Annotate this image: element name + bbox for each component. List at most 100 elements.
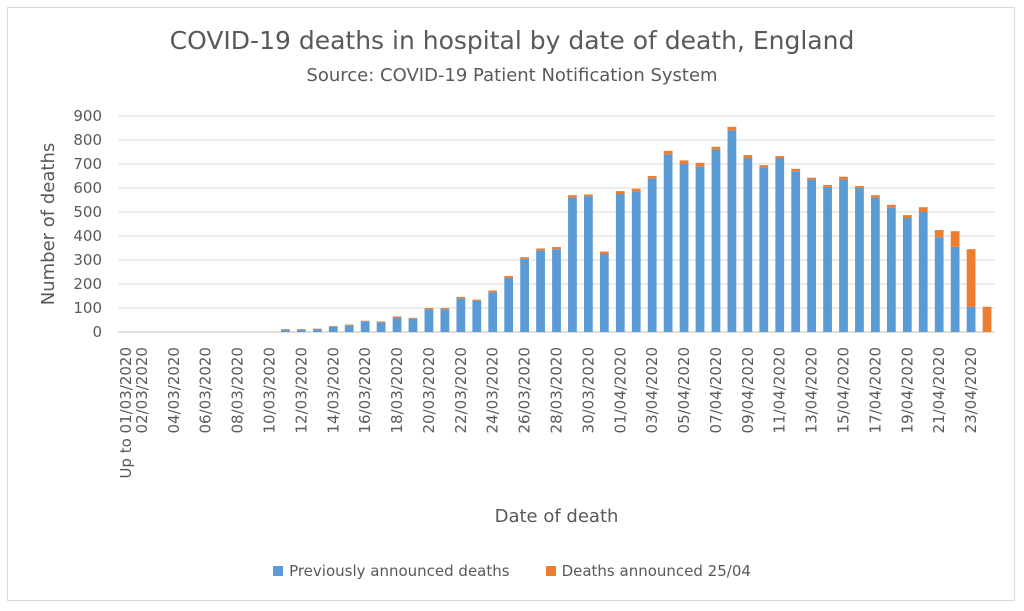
x-tick-label: 20/03/2020 [420,347,438,433]
bar-previous [918,212,928,332]
bar-previous [743,158,753,332]
bar-new [392,316,402,318]
bar-previous [886,207,896,332]
chart-title: COVID-19 deaths in hospital by date of d… [169,26,855,55]
y-tick-label: 0 [92,323,102,341]
x-tick-label: 09/04/2020 [739,347,757,433]
bar-new [599,251,609,254]
bar-new [408,317,418,319]
x-tick-label: 19/04/2020 [898,347,916,433]
bar-new [695,162,705,167]
bar-new [759,165,769,168]
x-tick-label: 06/03/2020 [197,347,215,433]
x-tick-label: 10/03/2020 [260,347,278,433]
legend-swatch-new [545,566,556,576]
legend-label-new: Deaths announced 25/04 [561,562,751,580]
bar-new [663,150,673,155]
bar-new [344,324,354,326]
x-tick-label: 26/03/2020 [516,347,534,433]
bar-previous [376,322,386,332]
bar-previous [456,298,466,332]
y-tick-label: 100 [73,299,102,317]
bar-previous [679,164,689,332]
bar-previous [727,130,737,332]
bar-previous [568,197,577,332]
x-tick-label: 16/03/2020 [356,347,374,433]
legend-swatch-previous [273,566,284,576]
legend-label-previous: Previously announced deaths [289,562,510,580]
x-tick-label: 14/03/2020 [324,347,342,433]
legend-item-previous: Previously announced deaths [273,562,510,580]
bar-previous [966,306,976,332]
bar-previous [504,278,514,332]
x-tick-label: 24/03/2020 [484,347,502,433]
bar-previous [759,167,769,332]
x-tick-label: 22/03/2020 [452,347,470,433]
bar-new [855,186,864,188]
bar-new [647,176,657,179]
bar-previous [344,325,354,332]
bar-previous [360,321,370,332]
y-tick-label: 600 [73,179,102,197]
bar-new [472,299,482,301]
bar-previous [871,197,880,332]
bar-new [424,308,434,310]
bar-previous [902,218,912,332]
bar-previous [823,186,832,332]
bar-previous [440,309,450,332]
x-tick-label: 13/04/2020 [803,347,821,433]
bar-new [552,247,561,250]
bar-previous [711,149,721,332]
bar-previous [631,191,641,332]
bar-previous [663,154,673,332]
y-axis-title: Number of deaths [38,143,59,305]
x-tick-label: 03/04/2020 [643,347,661,433]
x-tick-label: 01/04/2020 [611,347,629,433]
bar-previous [695,166,705,332]
x-tick-label: 21/04/2020 [930,347,948,433]
x-tick-label: 28/03/2020 [548,347,566,433]
x-tick-label: 15/04/2020 [835,347,853,433]
bar-new [568,195,577,198]
bar-previous [488,292,498,332]
bar-new [711,146,721,150]
x-tick-label: 08/03/2020 [229,347,247,433]
bar-new [584,194,593,197]
bar-previous [520,258,529,332]
x-tick-label: 07/04/2020 [707,347,725,433]
x-tick-label: 18/03/2020 [388,347,406,433]
bar-previous [408,318,418,332]
bar-new [918,207,928,212]
bar-new [902,215,912,218]
bar-previous [791,171,801,332]
bar-new [886,204,896,208]
bar-previous [392,317,402,332]
bar-new [743,155,753,158]
bar-new [775,156,785,158]
chart-subtitle: Source: COVID-19 Patient Notification Sy… [306,65,718,86]
bar-new [871,195,880,198]
x-tick-label: 05/04/2020 [675,347,693,433]
bar-previous [472,300,482,332]
bar-previous [950,246,960,332]
bar-previous [599,254,609,332]
bar-previous [807,179,817,332]
bar-previous [328,326,338,332]
y-tick-label: 400 [73,227,102,245]
x-tick-label: 23/04/2020 [962,347,980,433]
y-tick-label: 700 [73,155,102,173]
bar-new [934,230,944,238]
bar-new [536,248,545,251]
bar-previous [584,196,593,332]
x-tick-label: 17/04/2020 [866,347,884,433]
bar-new [504,276,514,278]
bar-previous [312,329,322,332]
x-tick-label: 30/03/2020 [579,347,597,433]
y-tick-label: 900 [73,107,102,125]
bar-previous [281,329,290,332]
y-tick-label: 500 [73,203,102,221]
bar-previous [775,158,785,332]
bar-previous [552,249,561,332]
bar-new [679,160,689,164]
